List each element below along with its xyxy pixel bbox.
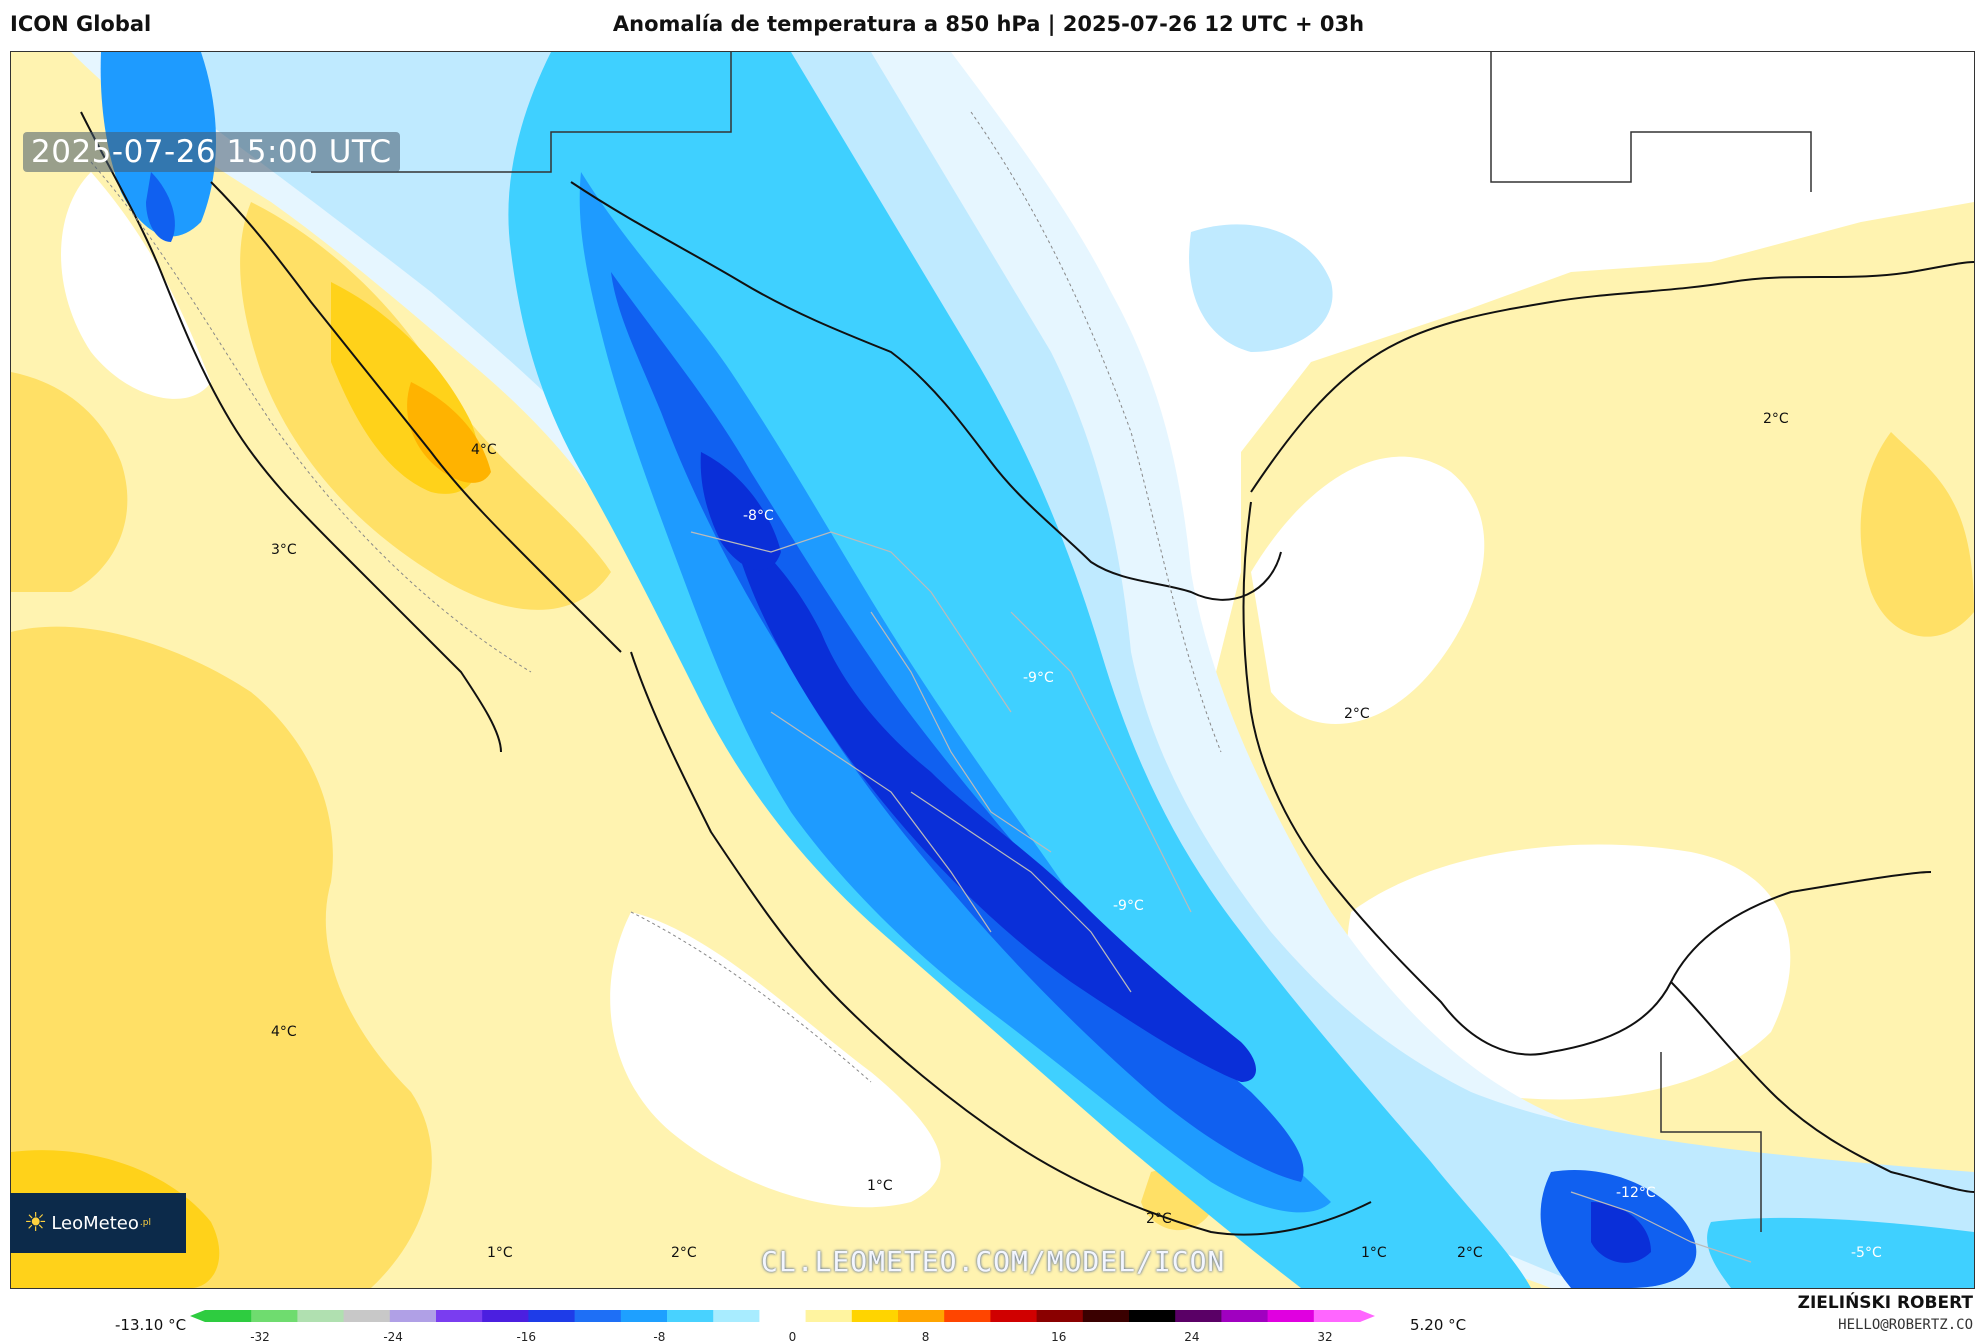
colorbar-min-arrow bbox=[190, 1310, 205, 1322]
temp-label: 2°C bbox=[1763, 411, 1789, 427]
colorbar-segment bbox=[898, 1310, 945, 1322]
colorbar-segment bbox=[343, 1310, 391, 1322]
temp-label: -12°C bbox=[1616, 1185, 1656, 1201]
colorbar-segment bbox=[1129, 1310, 1176, 1322]
colorbar-segment bbox=[990, 1310, 1038, 1322]
colorbar-max-label: 5.20 °C bbox=[1410, 1316, 1467, 1334]
neutral-area-south-pacific bbox=[610, 912, 941, 1208]
temp-label: -9°C bbox=[1023, 670, 1054, 686]
cold-area-deep-north bbox=[700, 452, 781, 571]
temp-label: -5°C bbox=[1851, 1245, 1882, 1261]
temp-label: 3°C bbox=[271, 542, 297, 558]
colorbar-segment bbox=[389, 1310, 437, 1322]
colorbar-segment bbox=[1221, 1310, 1269, 1322]
temp-label: -8°C bbox=[743, 508, 774, 524]
colorbar-segment bbox=[944, 1310, 991, 1322]
colorbar-tick-label: 8 bbox=[921, 1330, 930, 1344]
colorbar-segment bbox=[482, 1310, 529, 1322]
neutral-area-gulf bbox=[1251, 456, 1485, 725]
colorbar-tick-label: -16 bbox=[516, 1330, 537, 1344]
colorbar: -13.10 °C 5.20 °C -32 -24 -16 -8 0 8 16 24 32 bbox=[0, 1300, 1977, 1344]
colorbar-tick-label: 24 bbox=[1184, 1330, 1200, 1344]
cold-area-north-blobs bbox=[1189, 224, 1333, 352]
colorbar-segment bbox=[667, 1310, 714, 1322]
colorbar-segment bbox=[1267, 1310, 1315, 1322]
cold-area-nw-corner-deep bbox=[146, 172, 175, 242]
neutral-area-nw bbox=[61, 172, 211, 399]
author-email: HELLO@ROBERTZ.CO bbox=[1838, 1317, 1973, 1333]
temp-label: 4°C bbox=[271, 1024, 297, 1040]
cold-area-mid bbox=[579, 172, 1331, 1213]
colorbar-tick-label: 32 bbox=[1317, 1330, 1333, 1344]
colorbar-min-label: -13.10 °C bbox=[115, 1316, 187, 1334]
cold-area-deep bbox=[731, 522, 1256, 1082]
colorbar-segment bbox=[1082, 1310, 1130, 1322]
state-borders bbox=[690, 531, 1752, 1263]
cold-area-blue bbox=[611, 272, 1304, 1182]
neutral-area-yucatan bbox=[1347, 844, 1791, 1100]
warm-area-pacific-west bbox=[11, 372, 128, 592]
cold-area-guatemala-deep bbox=[1591, 1202, 1651, 1263]
temp-label: 1°C bbox=[1361, 1245, 1387, 1261]
colorbar-segment bbox=[620, 1310, 668, 1322]
colorbar-segment bbox=[205, 1310, 252, 1322]
colorbar-segment bbox=[251, 1310, 298, 1322]
colorbar-segment bbox=[851, 1310, 899, 1322]
country-borders bbox=[311, 52, 1812, 1232]
colorbar-segment bbox=[1036, 1310, 1084, 1322]
sun-icon: ☀ bbox=[24, 1208, 48, 1238]
colorbar-tick-label: -24 bbox=[383, 1330, 403, 1344]
temperature-anomaly-map: 2025-07-26 15:00 UTC 4°C 3°C -8°C -9°C -… bbox=[10, 51, 1975, 1289]
temp-label: 2°C bbox=[1457, 1245, 1483, 1261]
colorbar-segment bbox=[1313, 1310, 1361, 1322]
temp-label: 1°C bbox=[867, 1178, 893, 1194]
colorbar-segment bbox=[1175, 1310, 1222, 1322]
warm-area-pacific bbox=[11, 626, 432, 1288]
colorbar-segment bbox=[574, 1310, 622, 1322]
contour-lines bbox=[90, 111, 1222, 1083]
colorbar-max-arrow bbox=[1360, 1310, 1375, 1322]
orange-warm-core bbox=[407, 382, 491, 483]
colorbar-segment bbox=[759, 1310, 807, 1322]
logo-suffix: .pl bbox=[139, 1218, 151, 1228]
temp-label: -9°C bbox=[1113, 898, 1144, 914]
colorbar-tick-label: 0 bbox=[788, 1330, 797, 1344]
coastlines bbox=[80, 111, 1974, 1236]
cold-area-cyan bbox=[508, 52, 1532, 1288]
colorbar-segment bbox=[805, 1310, 853, 1322]
colorbar-segment bbox=[713, 1310, 760, 1322]
leometeo-logo: ☀ LeoMeteo .pl bbox=[10, 1193, 186, 1253]
colorbar-segment bbox=[528, 1310, 576, 1322]
source-watermark: CL.LEOMETEO.COM/MODEL/ICON bbox=[761, 1245, 1226, 1278]
colorbar-segment bbox=[297, 1310, 345, 1322]
model-name: ICON Global bbox=[10, 12, 152, 36]
temp-label: 4°C bbox=[471, 442, 497, 458]
colorbar-tick-label: -32 bbox=[250, 1330, 270, 1344]
author-name: ZIELIŃSKI ROBERT bbox=[1797, 1293, 1973, 1313]
colorbar-tick-label: -8 bbox=[653, 1330, 666, 1344]
colorbar-gradient bbox=[190, 1310, 1375, 1322]
colorbar-segment bbox=[436, 1310, 483, 1322]
warm-area-east bbox=[1860, 432, 1974, 637]
temp-label: 2°C bbox=[1344, 706, 1370, 722]
map-canvas bbox=[11, 52, 1974, 1288]
valid-time-badge: 2025-07-26 15:00 UTC bbox=[23, 132, 400, 172]
temp-label: 2°C bbox=[671, 1245, 697, 1261]
chart-title: Anomalía de temperatura a 850 hPa | 2025… bbox=[612, 12, 1365, 36]
temp-label: 1°C bbox=[487, 1245, 513, 1261]
logo-text: LeoMeteo bbox=[51, 1212, 139, 1234]
colorbar-tick-label: 16 bbox=[1051, 1330, 1067, 1344]
cold-area-caribbean bbox=[1707, 1217, 1974, 1288]
temp-label: 2°C bbox=[1146, 1211, 1172, 1227]
